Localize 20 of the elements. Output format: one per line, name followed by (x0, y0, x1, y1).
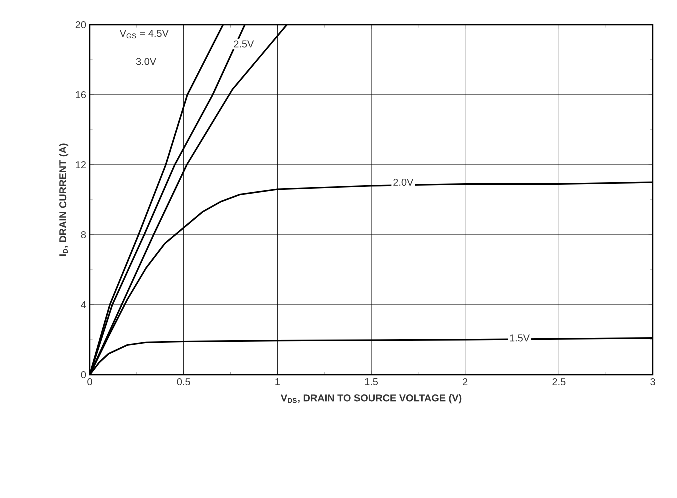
x-tick-label: 1.5 (365, 378, 378, 386)
annotation: 2.0V (394, 178, 414, 186)
y-tick-label: 12 (76, 162, 86, 168)
x-tick-label: 2.5 (552, 378, 566, 386)
x-tick-label: 3 (650, 378, 656, 386)
x-tick-label: 0 (88, 378, 92, 386)
y-tick-label: 0 (81, 371, 86, 379)
annotation: 1.5V (510, 334, 530, 342)
y-tick-label: 20 (76, 21, 86, 29)
y-tick-label: 4 (81, 302, 86, 308)
y-tick-label: 8 (81, 231, 86, 239)
y-tick-label: 16 (76, 91, 86, 99)
x-tick-label: 1 (276, 378, 280, 386)
y-axis-title: I$_{D}$, DRAIN CURRENT (A) (59, 144, 69, 256)
x-tick-label: 2 (463, 378, 468, 386)
annotation: 3.0V (136, 58, 157, 66)
annotation: V$_{GS}$ = 4.5V (120, 30, 169, 39)
annotation: 2.5V (234, 40, 254, 48)
x-tick-label: 0.5 (177, 378, 190, 386)
x-axis-title: V$_{DS}$, DRAIN TO SOURCE VOLTAGE (V) (280, 394, 462, 404)
